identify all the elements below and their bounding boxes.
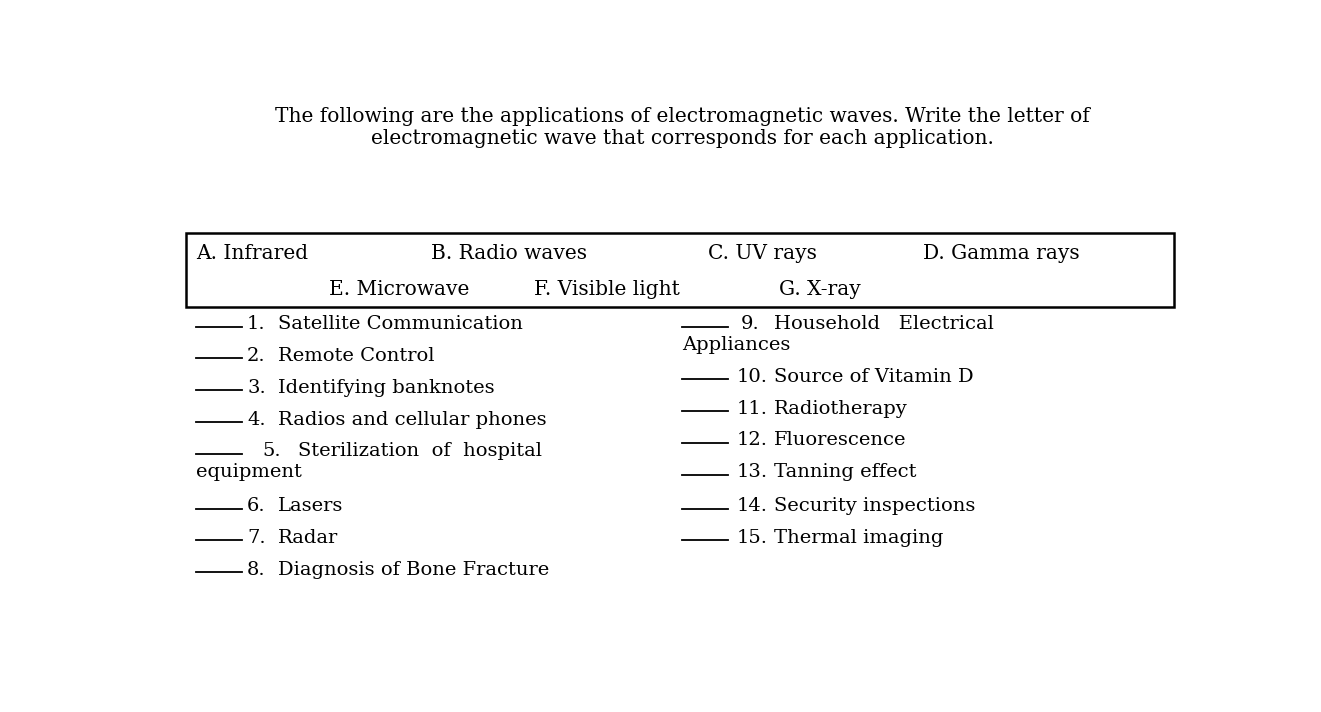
Text: Fluorescence: Fluorescence — [774, 431, 906, 449]
Text: 10.: 10. — [736, 368, 768, 386]
Text: Thermal imaging: Thermal imaging — [774, 529, 943, 547]
Text: B. Radio waves: B. Radio waves — [431, 244, 588, 263]
Text: G. X-ray: G. X-ray — [779, 281, 861, 300]
Text: The following are the applications of electromagnetic waves. Write the letter of: The following are the applications of el… — [275, 108, 1090, 126]
Text: F. Visible light: F. Visible light — [534, 281, 679, 300]
Text: 9.: 9. — [741, 315, 760, 333]
Text: 2.: 2. — [247, 347, 266, 365]
Text: 7.: 7. — [247, 529, 266, 547]
Text: Household   Electrical: Household Electrical — [774, 315, 995, 333]
Text: 3.: 3. — [247, 379, 266, 397]
Text: 14.: 14. — [736, 497, 768, 515]
Text: 8.: 8. — [247, 561, 266, 579]
Text: Radiotherapy: Radiotherapy — [774, 399, 908, 418]
Text: Source of Vitamin D: Source of Vitamin D — [774, 368, 974, 386]
Text: 12.: 12. — [736, 431, 768, 449]
Text: 13.: 13. — [736, 464, 768, 481]
Text: 6.: 6. — [247, 497, 266, 515]
Text: Lasers: Lasers — [277, 497, 343, 515]
Text: Diagnosis of Bone Fracture: Diagnosis of Bone Fracture — [277, 561, 550, 579]
Text: 4.: 4. — [247, 411, 266, 429]
Text: electromagnetic wave that corresponds for each application.: electromagnetic wave that corresponds fo… — [371, 130, 993, 148]
Text: C. UV rays: C. UV rays — [708, 244, 816, 263]
Text: Identifying banknotes: Identifying banknotes — [277, 379, 494, 397]
FancyBboxPatch shape — [185, 234, 1173, 308]
Text: A. Infrared: A. Infrared — [196, 244, 308, 263]
Text: 15.: 15. — [736, 529, 768, 547]
Text: Radios and cellular phones: Radios and cellular phones — [277, 411, 547, 429]
Text: Appliances: Appliances — [682, 336, 790, 354]
Text: Remote Control: Remote Control — [277, 347, 435, 365]
Text: Tanning effect: Tanning effect — [774, 464, 917, 481]
Text: 11.: 11. — [736, 399, 768, 418]
Text: D. Gamma rays: D. Gamma rays — [922, 244, 1079, 263]
Text: Security inspections: Security inspections — [774, 497, 976, 515]
Text: E. Microwave: E. Microwave — [329, 281, 469, 300]
Text: Radar: Radar — [277, 529, 338, 547]
Text: Satellite Communication: Satellite Communication — [277, 315, 523, 333]
Text: 5.: 5. — [263, 442, 281, 461]
Text: 1.: 1. — [247, 315, 266, 333]
Text: Sterilization  of  hospital: Sterilization of hospital — [299, 442, 542, 461]
Text: equipment: equipment — [196, 464, 301, 481]
